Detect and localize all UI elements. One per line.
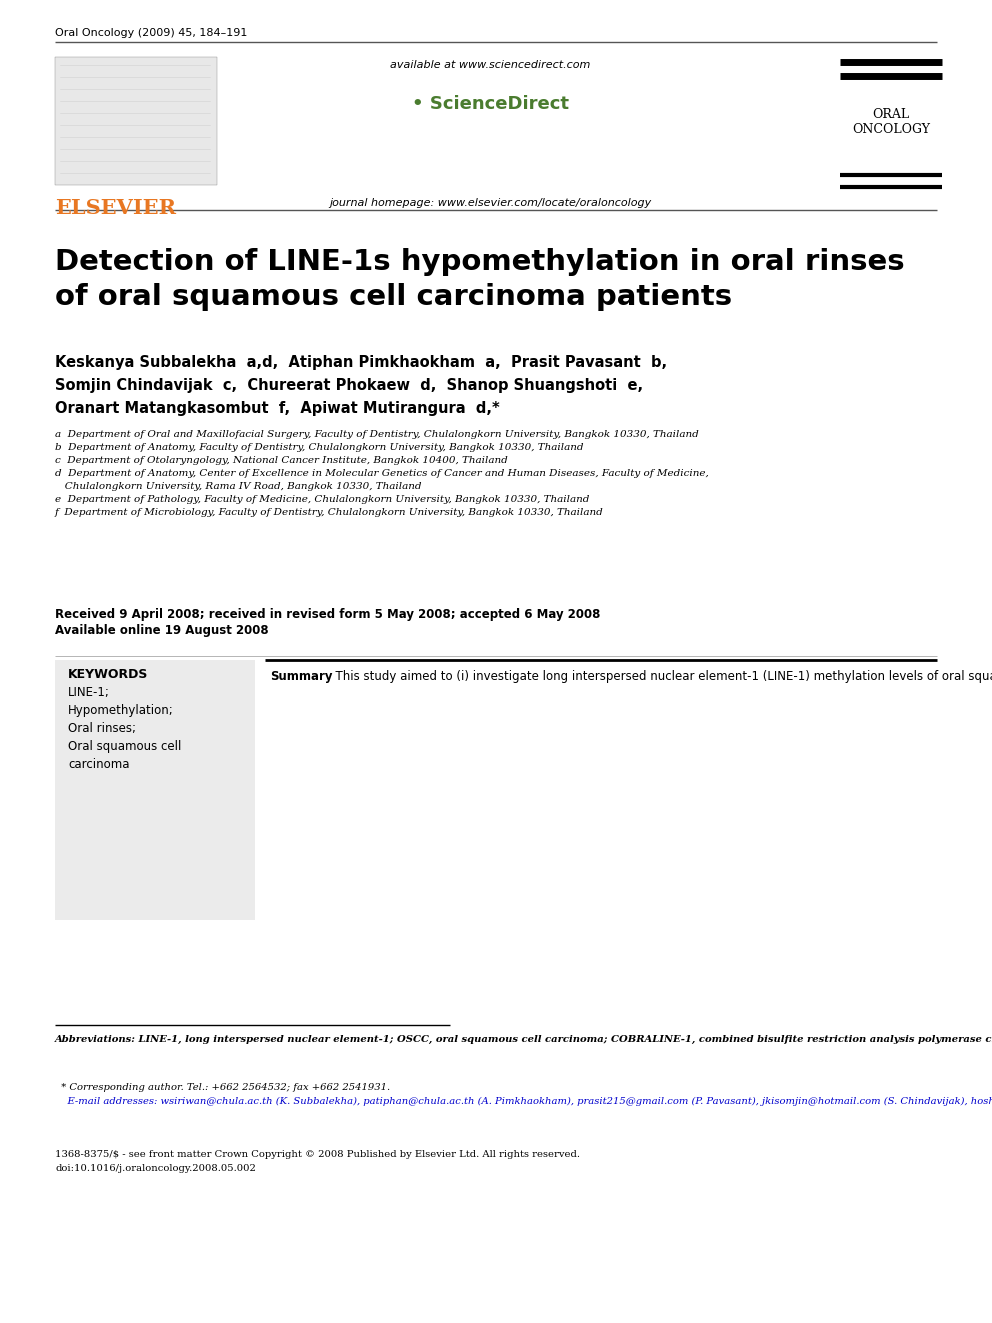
- Text: journal homepage: www.elsevier.com/locate/oraloncology: journal homepage: www.elsevier.com/locat…: [329, 198, 651, 208]
- Text: ORAL
ONCOLOGY: ORAL ONCOLOGY: [852, 108, 930, 136]
- Text: b  Department of Anatomy, Faculty of Dentistry, Chulalongkorn University, Bangko: b Department of Anatomy, Faculty of Dent…: [55, 443, 583, 452]
- Text: c  Department of Otolaryngology, National Cancer Institute, Bangkok 10400, Thail: c Department of Otolaryngology, National…: [55, 456, 508, 464]
- Text: Keskanya Subbalekha  a,d,  Atiphan Pimkhaokham  a,  Prasit Pavasant  b,: Keskanya Subbalekha a,d, Atiphan Pimkhao…: [55, 355, 668, 370]
- Text: e  Department of Pathology, Faculty of Medicine, Chulalongkorn University, Bangk: e Department of Pathology, Faculty of Me…: [55, 495, 589, 504]
- Text: Hypomethylation;: Hypomethylation;: [68, 704, 174, 717]
- Text: Abbreviations: LINE-1, long interspersed nuclear element-1; OSCC, oral squamous : Abbreviations: LINE-1, long interspersed…: [55, 1035, 992, 1044]
- Bar: [55, 660, 255, 919]
- Text: Summary: Summary: [270, 669, 332, 683]
- Text: Oral squamous cell: Oral squamous cell: [68, 740, 182, 753]
- Text: Oranart Matangkasombut  f,  Apiwat Mutirangura  d,*: Oranart Matangkasombut f, Apiwat Mutiran…: [55, 401, 500, 415]
- Text: d  Department of Anatomy, Center of Excellence in Molecular Genetics of Cancer a: d Department of Anatomy, Center of Excel…: [55, 468, 708, 478]
- Text: Oral Oncology (2009) 45, 184–191: Oral Oncology (2009) 45, 184–191: [55, 28, 247, 38]
- Text: E-mail addresses: wsiriwan@chula.ac.th (K. Subbalekha), patiphan@chula.ac.th (A.: E-mail addresses: wsiriwan@chula.ac.th (…: [55, 1097, 992, 1106]
- Text: f  Department of Microbiology, Faculty of Dentistry, Chulalongkorn University, B: f Department of Microbiology, Faculty of…: [55, 508, 604, 517]
- Text: Oral rinses;: Oral rinses;: [68, 722, 136, 736]
- Text: LINE-1;: LINE-1;: [68, 687, 110, 699]
- Text: Available online 19 August 2008: Available online 19 August 2008: [55, 624, 269, 636]
- Text: • ScienceDirect: • ScienceDirect: [412, 95, 568, 112]
- Text: doi:10.1016/j.oraloncology.2008.05.002: doi:10.1016/j.oraloncology.2008.05.002: [55, 1164, 256, 1174]
- Text: a  Department of Oral and Maxillofacial Surgery, Faculty of Dentistry, Chulalong: a Department of Oral and Maxillofacial S…: [55, 430, 698, 439]
- Text: of oral squamous cell carcinoma patients: of oral squamous cell carcinoma patients: [55, 283, 732, 311]
- Text: available at www.sciencedirect.com: available at www.sciencedirect.com: [390, 60, 590, 70]
- Text: ELSEVIER: ELSEVIER: [55, 198, 176, 218]
- Text: * Corresponding author. Tel.: +662 2564532; fax +662 2541931.: * Corresponding author. Tel.: +662 25645…: [55, 1084, 390, 1091]
- Text: carcinoma: carcinoma: [68, 758, 130, 771]
- Bar: [55, 57, 217, 185]
- Text: Detection of LINE-1s hypomethylation in oral rinses: Detection of LINE-1s hypomethylation in …: [55, 247, 905, 277]
- Text: Received 9 April 2008; received in revised form 5 May 2008; accepted 6 May 2008: Received 9 April 2008; received in revis…: [55, 609, 600, 620]
- Text: This study aimed to (i) investigate long interspersed nuclear element-1 (LINE-1): This study aimed to (i) investigate long…: [328, 669, 992, 683]
- Text: Chulalongkorn University, Rama IV Road, Bangkok 10330, Thailand: Chulalongkorn University, Rama IV Road, …: [55, 482, 422, 491]
- Text: 1368-8375/$ - see front matter Crown Copyright © 2008 Published by Elsevier Ltd.: 1368-8375/$ - see front matter Crown Cop…: [55, 1150, 580, 1159]
- Text: KEYWORDS: KEYWORDS: [68, 668, 149, 681]
- Text: Somjin Chindavijak  c,  Chureerat Phokaew  d,  Shanop Shuangshoti  e,: Somjin Chindavijak c, Chureerat Phokaew …: [55, 378, 643, 393]
